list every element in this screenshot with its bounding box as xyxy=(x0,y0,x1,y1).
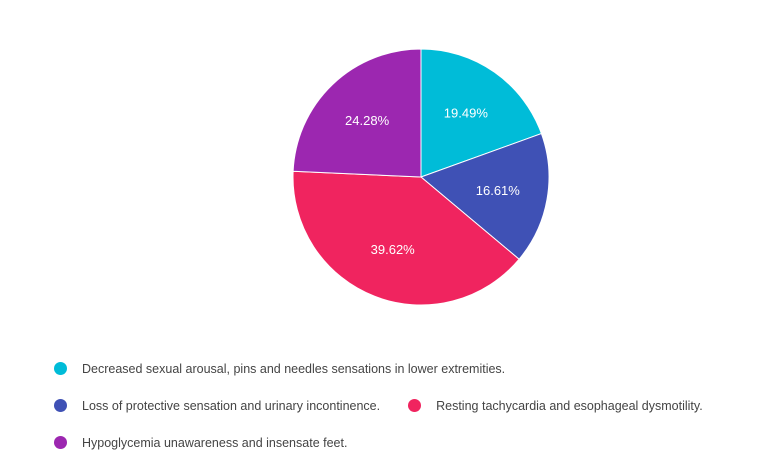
legend-label: Loss of protective sensation and urinary… xyxy=(82,398,381,413)
legend-dot-icon xyxy=(408,399,422,412)
slice-value-label: 39.62% xyxy=(371,242,416,257)
legend-item-loss-of-protective-sensation[interactable]: Loss of protective sensation and urinary… xyxy=(54,399,380,413)
legend-dot-icon xyxy=(54,362,67,375)
legend-dot-icon xyxy=(54,399,67,412)
legend-label: Resting tachycardia and esophageal dysmo… xyxy=(436,398,703,413)
legend-label: Hypoglycemia unawareness and insensate f… xyxy=(82,435,348,450)
legend-row: Hypoglycemia unawareness and insensate f… xyxy=(54,424,754,461)
slice-value-label: 16.61% xyxy=(476,183,521,198)
pie-slice-loss-of-protective[interactable] xyxy=(420,132,550,260)
legend: Decreased sexual arousal, pins and needl… xyxy=(54,350,754,461)
pie-slice-hypoglycemia-unawareness-and[interactable] xyxy=(292,48,422,178)
pie-slice-decreased-sexual-arousal[interactable] xyxy=(420,48,543,178)
slice-value-label: 24.28% xyxy=(345,113,390,128)
pie-slice-resting-tachycardia-and[interactable] xyxy=(292,170,520,306)
pie-chart: 19.49% 16.61% 39.62% 24.28% xyxy=(292,48,550,306)
slice-value-label: 19.49% xyxy=(444,106,489,121)
legend-dot-icon xyxy=(54,436,67,449)
legend-label: Decreased sexual arousal, pins and needl… xyxy=(82,361,506,376)
legend-item-hypoglycemia-unawareness[interactable]: Hypoglycemia unawareness and insensate f… xyxy=(54,436,347,450)
legend-row: Decreased sexual arousal, pins and needl… xyxy=(54,350,754,387)
legend-row: Loss of protective sensation and urinary… xyxy=(54,387,754,424)
legend-item-decreased-sexual-arousal[interactable]: Decreased sexual arousal, pins and needl… xyxy=(54,362,505,376)
legend-item-resting-tachycardia[interactable]: Resting tachycardia and esophageal dysmo… xyxy=(408,399,703,413)
